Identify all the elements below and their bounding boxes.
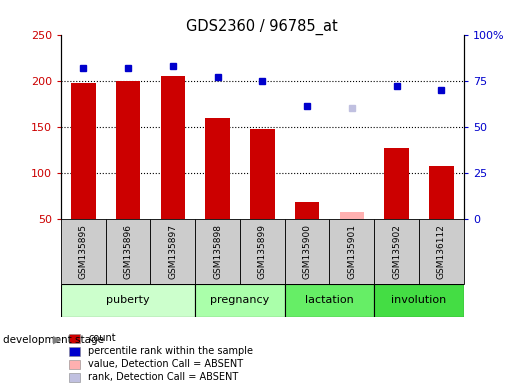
Text: GSM135901: GSM135901 [347, 224, 356, 279]
Text: GSM135900: GSM135900 [303, 224, 312, 279]
Bar [250, 129, 275, 219]
Text: pregnancy: pregnancy [210, 295, 270, 306]
Bar [374, 284, 464, 317]
Bar [61, 284, 195, 317]
Text: percentile rank within the sample: percentile rank within the sample [89, 346, 253, 356]
Bar [151, 219, 195, 284]
Text: involution: involution [391, 295, 447, 306]
Text: GSM135899: GSM135899 [258, 224, 267, 279]
Bar [285, 284, 374, 317]
Text: GSM135902: GSM135902 [392, 224, 401, 279]
Bar [116, 81, 140, 219]
Text: lactation: lactation [305, 295, 354, 306]
Text: value, Detection Call = ABSENT: value, Detection Call = ABSENT [89, 359, 243, 369]
Text: GSM135898: GSM135898 [213, 224, 222, 279]
Text: development stage: development stage [3, 335, 104, 345]
Bar [195, 219, 240, 284]
Bar [205, 118, 230, 219]
Bar [195, 284, 285, 317]
Text: rank, Detection Call = ABSENT: rank, Detection Call = ABSENT [89, 372, 238, 382]
Bar [69, 347, 80, 356]
Text: GSM135896: GSM135896 [123, 224, 132, 279]
Bar [285, 219, 330, 284]
Title: GDS2360 / 96785_at: GDS2360 / 96785_at [187, 18, 338, 35]
Text: puberty: puberty [107, 295, 150, 306]
Bar [71, 83, 95, 219]
Bar [330, 219, 374, 284]
Bar [69, 334, 80, 343]
Text: count: count [89, 333, 116, 343]
Bar [295, 202, 320, 219]
Bar [161, 76, 185, 219]
Bar [61, 219, 105, 284]
Bar [419, 219, 464, 284]
Bar [384, 148, 409, 219]
Text: ▶: ▶ [53, 335, 61, 345]
Text: GSM135897: GSM135897 [169, 224, 178, 279]
Text: GSM136112: GSM136112 [437, 224, 446, 279]
Bar [374, 219, 419, 284]
Bar [429, 166, 454, 219]
Bar [105, 219, 151, 284]
Bar [69, 360, 80, 369]
Text: GSM135895: GSM135895 [79, 224, 88, 279]
Bar [240, 219, 285, 284]
Bar [69, 372, 80, 382]
Bar [340, 212, 364, 219]
